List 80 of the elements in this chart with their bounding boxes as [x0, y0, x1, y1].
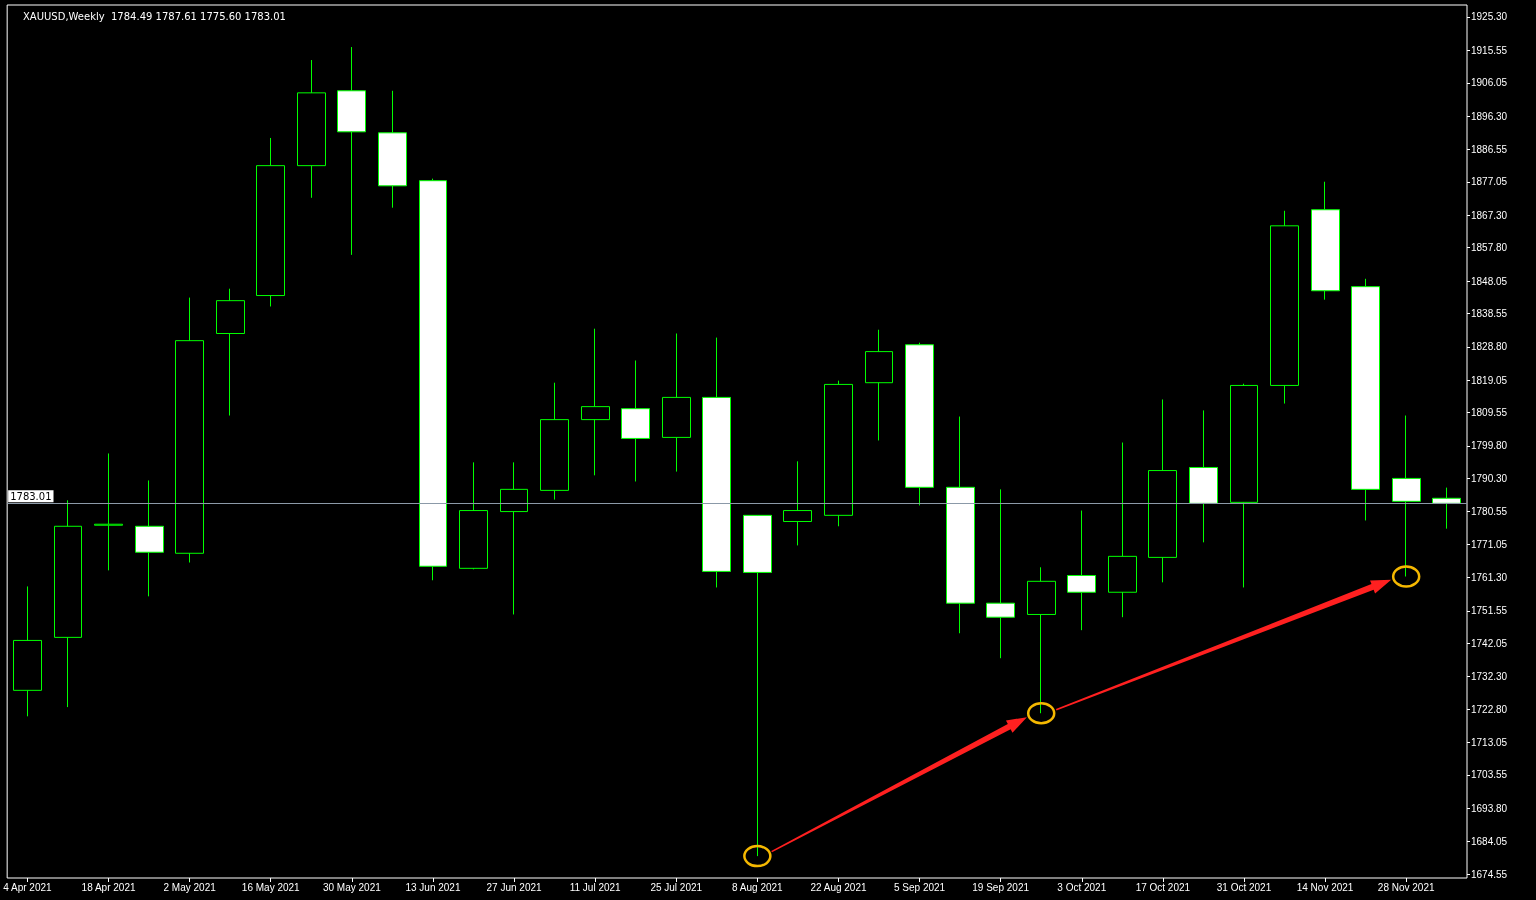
- y-tick-label: 1838.55: [1471, 307, 1508, 319]
- candlestick: [1067, 510, 1096, 631]
- x-tick-label: 30 May 2021: [322, 881, 382, 893]
- candlestick: [905, 342, 934, 506]
- y-tick-label: 1790.30: [1471, 472, 1508, 484]
- x-tick-label: 3 Oct 2021: [1057, 881, 1107, 893]
- candlestick: [824, 380, 853, 527]
- candlestick: [175, 297, 204, 563]
- candlestick: [54, 499, 82, 708]
- candlestick: [1351, 278, 1380, 521]
- y-tick-label: 1819.05: [1471, 374, 1508, 386]
- y-tick-label: 1877.05: [1471, 176, 1508, 188]
- candlestick: [1270, 210, 1299, 405]
- y-tick-label: 1857.80: [1471, 242, 1508, 254]
- y-tick-label: 1896.30: [1471, 110, 1508, 122]
- candlestick: [540, 382, 569, 501]
- y-tick-label: 1771.05: [1471, 538, 1508, 550]
- y-tick-label: 1799.80: [1471, 440, 1508, 452]
- candlestick: [702, 337, 731, 588]
- y-tick-label: 1684.05: [1471, 836, 1508, 848]
- y-tick-label: 1867.30: [1471, 209, 1508, 221]
- x-tick-label: 22 Aug 2021: [810, 881, 867, 893]
- candlestick: [135, 479, 164, 597]
- y-tick-label: 1848.05: [1471, 275, 1508, 287]
- candlestick: [13, 585, 42, 717]
- y-tick-label: 1761.30: [1471, 572, 1508, 584]
- y-tick-label: 1828.80: [1471, 341, 1508, 353]
- candlestick: [337, 46, 366, 256]
- candlestick: [459, 461, 488, 570]
- y-tick-label: 1742.05: [1471, 637, 1508, 649]
- y-tick-label: 1886.55: [1471, 143, 1508, 155]
- x-tick-label: 14 Nov 2021: [1296, 881, 1354, 893]
- y-tick-label: 1780.55: [1471, 506, 1508, 518]
- y-tick-label: 1674.55: [1471, 868, 1508, 880]
- x-tick-label: 2 May 2021: [163, 881, 217, 893]
- y-tick-label: 1906.05: [1471, 77, 1508, 89]
- candlestick: [783, 460, 812, 546]
- x-tick-label: 5 Sep 2021: [893, 881, 946, 893]
- x-tick-label: 28 Nov 2021: [1377, 881, 1435, 893]
- y-tick-label: 1809.55: [1471, 407, 1508, 419]
- text: XAUUSD,Weekly 1784.49 1787.61 1775.60 1783.01: [23, 10, 286, 22]
- candlestick: [1230, 383, 1258, 588]
- y-tick-label: 1732.30: [1471, 671, 1508, 683]
- candlestick: [500, 461, 528, 615]
- y-tick-label: 1703.55: [1471, 769, 1508, 781]
- candlestick: [216, 288, 245, 417]
- candlestick: [621, 359, 650, 482]
- candlestick: [1189, 409, 1218, 543]
- candlestick: [378, 90, 407, 209]
- candlestick: [1311, 181, 1340, 301]
- x-tick-label: 11 Jul 2021: [569, 881, 622, 893]
- y-tick-label: 1925.30: [1471, 11, 1508, 23]
- y-tick-label: 1751.55: [1471, 605, 1508, 617]
- candlestick: [986, 488, 1015, 659]
- x-tick-label: 16 May 2021: [241, 881, 301, 893]
- candlestick: [297, 59, 326, 199]
- candlestick: [946, 416, 975, 634]
- x-tick-label: 17 Oct 2021: [1135, 881, 1191, 893]
- candlestick: [865, 329, 893, 441]
- y-tick-label: 1722.80: [1471, 703, 1508, 715]
- x-tick-label: 31 Oct 2021: [1216, 881, 1272, 893]
- candlestick: [94, 452, 123, 571]
- x-tick-label: 19 Sep 2021: [972, 881, 1030, 893]
- x-tick-label: 8 Aug 2021: [732, 881, 784, 893]
- candlestick: [256, 137, 285, 307]
- x-tick-label: 25 Jul 2021: [650, 881, 703, 893]
- candlestick: [419, 178, 447, 581]
- x-tick-label: 13 Jun 2021: [405, 881, 461, 893]
- candlestick: [662, 332, 691, 473]
- x-tick-label: 27 Jun 2021: [486, 881, 542, 893]
- ref-line-label: 1783.01: [10, 490, 52, 502]
- candlestick: [1432, 487, 1461, 530]
- y-tick-label: 1915.55: [1471, 44, 1508, 56]
- x-tick-label: 4 Apr 2021: [3, 881, 53, 893]
- y-tick-label: 1713.05: [1471, 736, 1508, 748]
- candlestick: [581, 328, 610, 476]
- candlestick: [1148, 398, 1177, 583]
- y-tick-label: 1693.80: [1471, 802, 1508, 814]
- candlestick: [1108, 442, 1137, 618]
- x-tick-label: 18 Apr 2021: [81, 881, 136, 893]
